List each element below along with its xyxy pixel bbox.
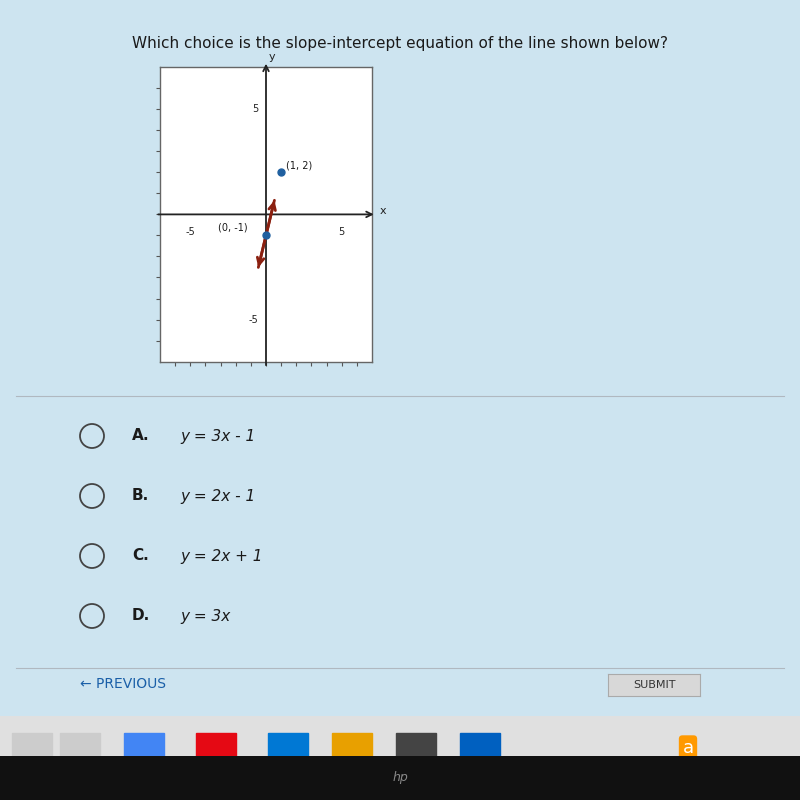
Bar [60,733,100,783]
Text: x: x [379,206,386,216]
Text: -5: -5 [249,314,258,325]
Bar [332,733,372,783]
Text: y = 2x + 1: y = 2x + 1 [180,549,262,563]
Bar [396,733,436,783]
Text: C.: C. [132,549,149,563]
Bar [460,733,500,783]
Bar [124,733,164,783]
Text: y = 3x: y = 3x [180,609,230,623]
Text: -5: -5 [186,227,195,237]
Text: y = 2x - 1: y = 2x - 1 [180,489,255,503]
Bar [12,733,52,783]
Text: a: a [682,739,694,757]
Text: D.: D. [132,609,150,623]
Text: y = 3x - 1: y = 3x - 1 [180,429,255,443]
Text: (0, -1): (0, -1) [218,222,247,232]
Text: y: y [269,52,276,62]
Text: SUBMIT: SUBMIT [633,680,675,690]
Text: hp: hp [392,771,408,785]
Bar [196,733,236,783]
Text: ← PREVIOUS: ← PREVIOUS [80,677,166,691]
Text: (1, 2): (1, 2) [286,160,312,170]
Text: Which choice is the slope-intercept equation of the line shown below?: Which choice is the slope-intercept equa… [132,36,668,51]
Text: 5: 5 [338,227,345,237]
Text: A.: A. [132,429,150,443]
Text: B.: B. [132,489,150,503]
Bar [268,733,308,783]
Text: 5: 5 [252,104,258,114]
